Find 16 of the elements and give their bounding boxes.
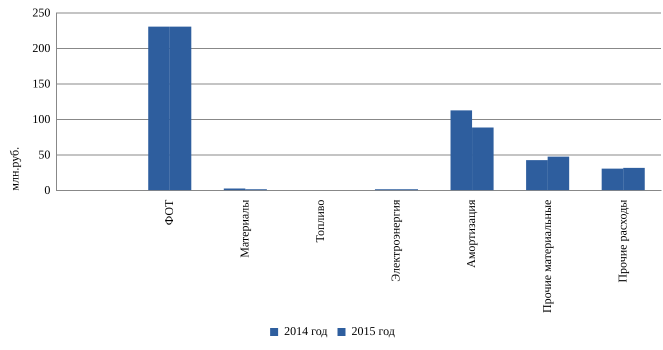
y-tick-label: 50	[38, 147, 50, 162]
x-tick-label: Прочие расходы	[615, 200, 630, 283]
x-tick-label: Топливо	[313, 200, 328, 242]
x-tick-label: ФОТ	[162, 198, 176, 226]
y-axis-title: млн.руб.	[7, 146, 22, 191]
legend-label: 2015 год	[352, 324, 395, 338]
y-tick-label: 100	[32, 112, 50, 126]
x-tick-label: Прочие материальные	[540, 200, 554, 314]
y-tick-label: 250	[32, 5, 50, 20]
x-tick-label: Амортизация	[464, 199, 478, 268]
x-tick-label: Электроэнергия	[388, 199, 403, 282]
y-tick-label: 0	[44, 182, 50, 197]
x-tick-label: Материалы	[237, 200, 252, 258]
y-tick-label: 200	[32, 40, 50, 55]
y-tick-label: 150	[32, 76, 50, 90]
legend-label: 2014 год	[284, 324, 328, 338]
